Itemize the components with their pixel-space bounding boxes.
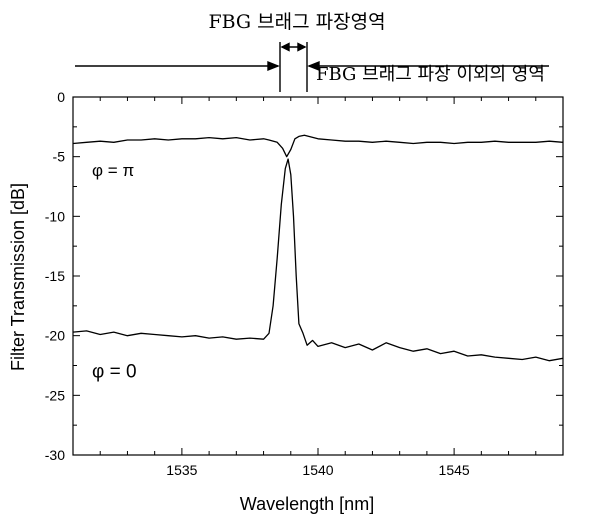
annotation-bragg-region: FBG 브래그 파장영역 — [208, 11, 385, 33]
y-tick-label: -30 — [45, 447, 65, 463]
series-label-1: φ = π — [92, 161, 134, 180]
y-tick-label: -25 — [45, 387, 65, 403]
x-axis: 1535 1540 1545 — [72, 97, 564, 478]
plot-frame — [72, 96, 564, 456]
x-tick-label: 1535 — [166, 462, 197, 478]
y-tick-label: -15 — [45, 268, 65, 284]
y-axis: 0 -5 -10 -15 -20 -25 -30 — [45, 89, 563, 463]
annotation-outside-region: FBG 브래그 파장 이외의 영역 — [316, 64, 545, 85]
y-tick-label: -10 — [45, 208, 65, 224]
region-arrows — [75, 42, 549, 92]
y-tick-label: 0 — [57, 89, 65, 105]
series-label-2: φ = 0 — [92, 361, 137, 382]
x-tick-label: 1540 — [302, 462, 333, 478]
series-line-2 — [73, 158, 563, 362]
x-axis-label: Wavelength [nm] — [240, 494, 374, 514]
y-tick-label: -20 — [45, 328, 65, 344]
y-tick-label: -5 — [53, 149, 66, 165]
y-axis-label: Filter Transmission [dB] — [8, 183, 28, 371]
series-layer — [73, 134, 563, 362]
series-labels: φ = π φ = 0 — [92, 161, 137, 383]
x-tick-label: 1545 — [439, 462, 470, 478]
series-line-1 — [73, 134, 563, 158]
